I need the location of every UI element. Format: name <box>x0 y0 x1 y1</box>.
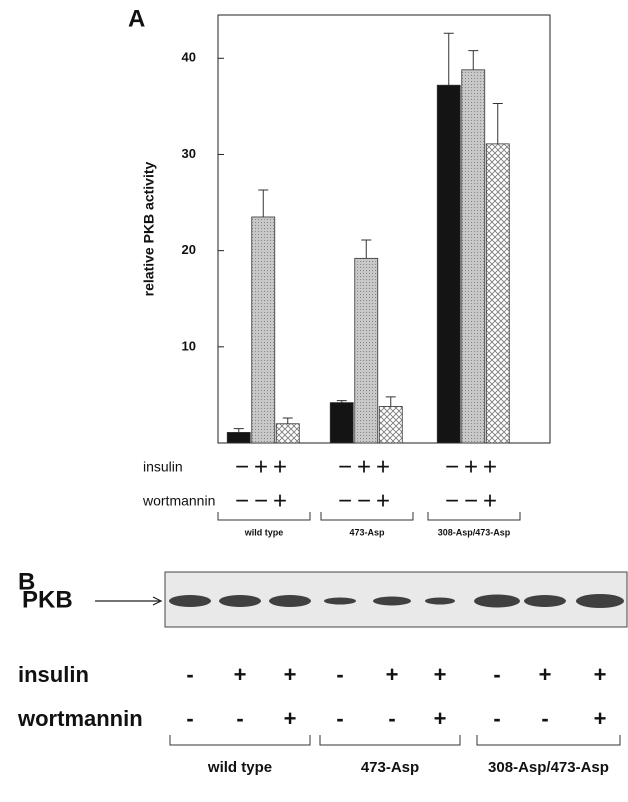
bar <box>379 406 402 443</box>
blot-band <box>474 595 520 608</box>
condition-sign: + <box>273 453 287 480</box>
row-label: wortmannin <box>142 493 215 509</box>
y-tick-label: 20 <box>182 242 196 257</box>
blot-band <box>425 598 455 605</box>
group-bracket <box>320 735 460 745</box>
condition-sign: − <box>235 487 249 514</box>
condition-sign: + <box>483 453 497 480</box>
condition-sign: - <box>493 706 500 731</box>
condition-sign: − <box>445 453 459 480</box>
condition-sign: - <box>236 706 243 731</box>
error-bar <box>444 33 454 85</box>
bar <box>227 432 250 443</box>
row-label: insulin <box>18 662 89 687</box>
bar <box>486 144 509 443</box>
blot-band <box>269 595 311 607</box>
condition-sign: − <box>464 487 478 514</box>
condition-sign: + <box>284 706 297 731</box>
band-label: PKB <box>22 586 73 613</box>
blot-band <box>576 594 624 608</box>
y-tick-label: 10 <box>182 338 196 353</box>
condition-sign: + <box>434 662 447 687</box>
condition-sign: + <box>594 706 607 731</box>
bar <box>276 424 299 443</box>
error-bar <box>361 240 371 258</box>
bar <box>330 403 353 443</box>
error-bar <box>234 429 244 433</box>
group-label: wild type <box>207 759 272 776</box>
condition-sign: - <box>186 662 193 687</box>
group-bracket <box>477 735 620 745</box>
condition-sign: + <box>357 453 371 480</box>
condition-sign: − <box>338 487 352 514</box>
condition-sign: + <box>234 662 247 687</box>
error-bar <box>386 397 396 407</box>
blot-band <box>219 595 261 607</box>
figure: A relative PKB activity B PKB 10203040in… <box>0 0 628 802</box>
x-tick-label: 473-Asp <box>349 527 385 537</box>
error-bar <box>468 51 478 70</box>
panel-label: A <box>128 5 145 32</box>
x-tick-label: 308-Asp/473-Asp <box>438 527 511 537</box>
condition-sign: + <box>386 662 399 687</box>
condition-sign: + <box>483 487 497 514</box>
condition-sign: + <box>273 487 287 514</box>
group-label: 473-Asp <box>361 759 419 776</box>
blot-band <box>524 595 566 607</box>
bar <box>437 85 460 443</box>
condition-sign: + <box>376 487 390 514</box>
group-bracket <box>170 735 310 745</box>
condition-sign: − <box>338 453 352 480</box>
row-label: insulin <box>143 459 183 475</box>
condition-sign: + <box>594 662 607 687</box>
condition-sign: - <box>186 706 193 731</box>
condition-sign: - <box>541 706 548 731</box>
condition-sign: - <box>336 706 343 731</box>
condition-sign: − <box>357 487 371 514</box>
condition-sign: − <box>445 487 459 514</box>
condition-sign: - <box>388 706 395 731</box>
condition-sign: − <box>254 487 268 514</box>
row-label: wortmannin <box>17 706 143 731</box>
bar <box>252 217 275 443</box>
condition-sign: - <box>493 662 500 687</box>
error-bar <box>283 418 293 424</box>
group-label: 308-Asp/473-Asp <box>488 759 609 776</box>
condition-sign: + <box>376 453 390 480</box>
blot-band <box>373 597 411 606</box>
condition-sign: − <box>235 453 249 480</box>
y-tick-label: 30 <box>182 146 196 161</box>
y-axis-label: relative PKB activity <box>141 161 157 296</box>
condition-sign: + <box>254 453 268 480</box>
x-tick-label: wild type <box>244 527 284 537</box>
blot-band <box>169 595 211 607</box>
error-bar <box>258 190 268 217</box>
condition-sign: + <box>539 662 552 687</box>
bar <box>355 258 378 443</box>
y-tick-label: 40 <box>182 50 196 65</box>
blot-band <box>324 598 356 605</box>
condition-sign: + <box>434 706 447 731</box>
bar <box>462 70 485 443</box>
error-bar <box>493 103 503 143</box>
condition-sign: + <box>464 453 478 480</box>
condition-sign: - <box>336 662 343 687</box>
condition-sign: + <box>284 662 297 687</box>
